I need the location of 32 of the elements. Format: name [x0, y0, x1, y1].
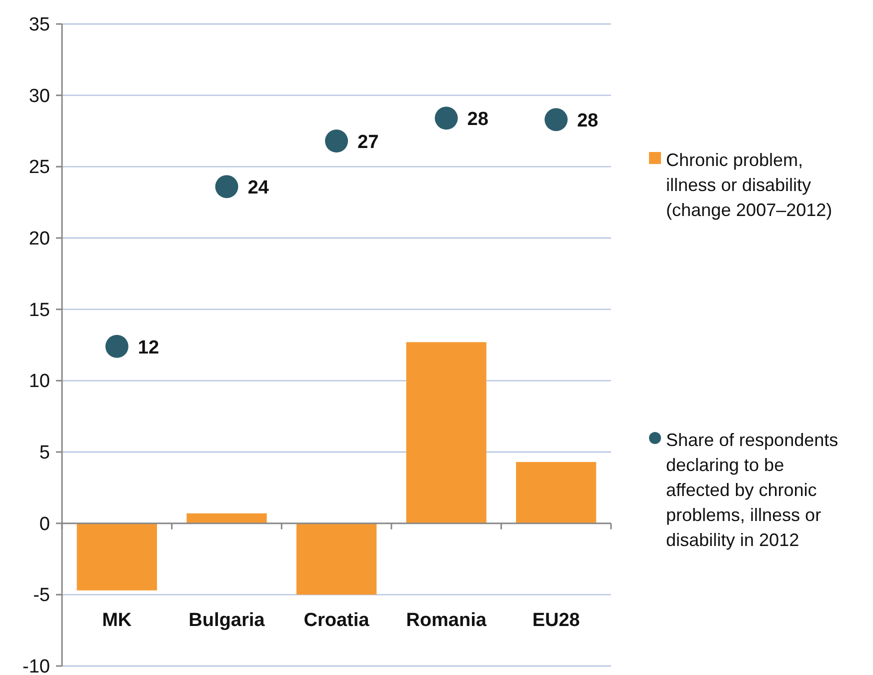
data-label: 12: [138, 337, 160, 358]
y-tick-label: -5: [33, 585, 50, 606]
y-tick-label: 25: [28, 157, 50, 178]
bar: [186, 513, 267, 524]
x-tick-label: EU28: [532, 610, 580, 631]
data-label: 27: [358, 132, 379, 153]
data-label: 28: [467, 109, 488, 130]
point: [544, 108, 568, 132]
data-label: 24: [248, 178, 270, 199]
y-tick-label: 35: [28, 14, 50, 36]
x-tick-label: Croatia: [304, 610, 370, 631]
bar: [516, 462, 596, 524]
x-tick-label: MK: [102, 610, 132, 631]
y-tick-label: 30: [28, 86, 50, 107]
legend-label: Share of respondents declaring to be affected by chronic problems, illness or disability in 2012: [666, 430, 838, 550]
x-tick-label: Bulgaria: [188, 610, 266, 631]
point: [325, 129, 348, 152]
bar: [406, 342, 486, 524]
legend-label: Chronic problem, illness or disability (change 2007–2012): [666, 150, 832, 220]
y-tick-label: 5: [39, 442, 50, 464]
y-tick-label: 10: [28, 371, 50, 392]
y-tick-label: -10: [22, 656, 50, 675]
y-tick-label: 15: [28, 300, 50, 321]
point: [105, 334, 128, 358]
bar: [296, 523, 377, 595]
x-tick-label: Romania: [406, 610, 487, 631]
y-tick-label: 20: [28, 228, 50, 250]
data-label: 28: [577, 110, 598, 132]
point: [434, 106, 458, 130]
y-tick-label: 0: [39, 514, 50, 535]
point: [215, 175, 238, 198]
bar: [76, 523, 157, 590]
